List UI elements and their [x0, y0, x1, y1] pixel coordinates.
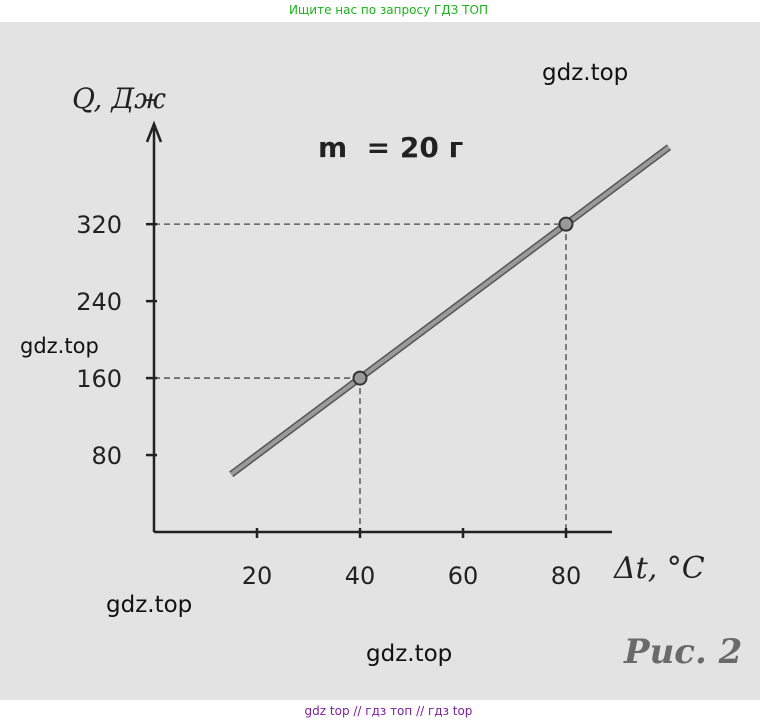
y-axis-label: Q, Дж: [72, 82, 166, 115]
watermark: gdz.top: [366, 641, 453, 667]
y-tick-label: 80: [91, 442, 122, 470]
ticks: 20 40 60 80 80 160 240 320: [76, 211, 581, 590]
data-point: [558, 216, 574, 232]
guide-lines: [154, 223, 567, 532]
y-axis-arrow: [145, 120, 163, 143]
series-line: [230, 145, 671, 476]
chart-title: m = 20 г: [318, 131, 463, 164]
watermark: gdz.top: [20, 334, 99, 358]
x-tick-label: 60: [448, 562, 479, 590]
bottom-banner[interactable]: gdz top // гдз топ // гдз top: [304, 704, 473, 718]
axes: [145, 120, 612, 534]
y-tick-label: 160: [76, 365, 122, 393]
x-tick-label: 40: [345, 562, 376, 590]
series: [229, 144, 672, 478]
watermark: gdz.top: [542, 60, 629, 86]
figure-caption: Рис. 2: [624, 632, 743, 672]
x-tick-label: 20: [242, 562, 273, 590]
y-tick-label: 320: [76, 211, 122, 239]
x-tick-label: 80: [551, 562, 582, 590]
data-point: [352, 370, 368, 386]
top-banner[interactable]: Ищите нас по запросу ГДЗ ТОП: [289, 3, 488, 17]
watermark: gdz.top: [106, 592, 193, 618]
y-tick-label: 240: [76, 288, 122, 316]
x-axis-label: Δt, °C: [613, 551, 705, 586]
marked-points: [352, 216, 574, 386]
